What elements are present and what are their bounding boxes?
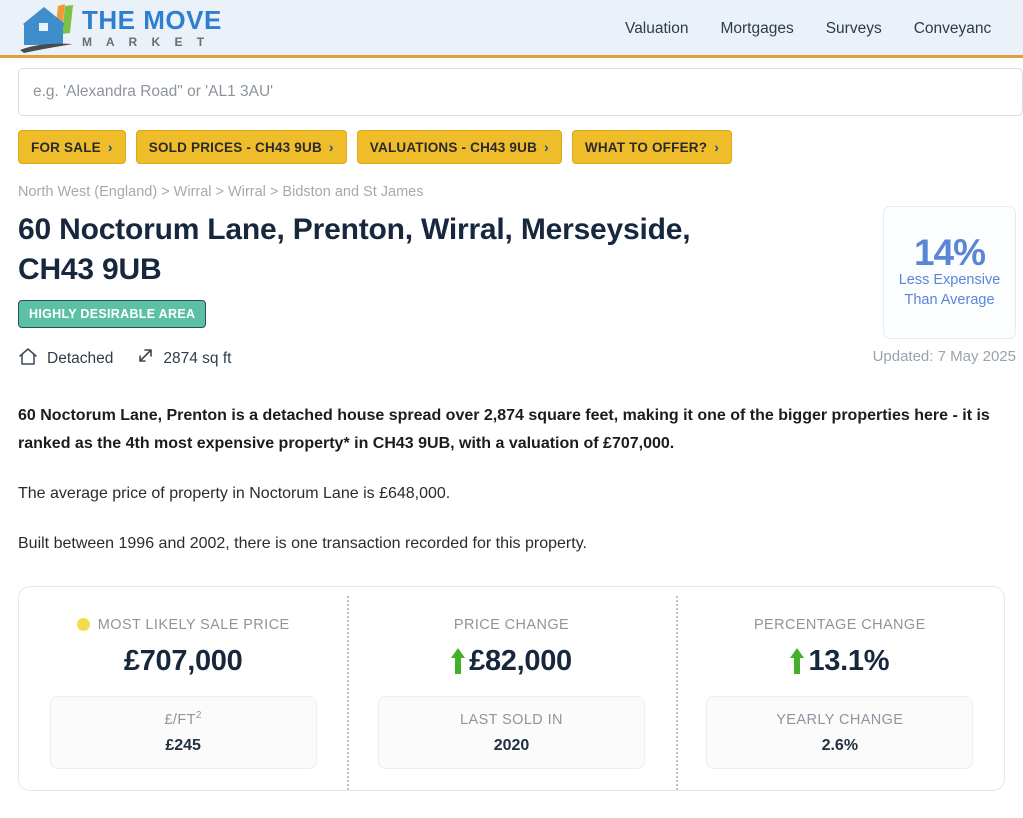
for-sale-label: FOR SALE	[31, 139, 101, 155]
stat-value: £707,000	[124, 645, 243, 678]
sub-card-label-text: YEARLY CHANGE	[776, 711, 904, 728]
sub-card-label: LAST SOLD IN	[460, 710, 563, 728]
arrow-up-icon	[451, 648, 466, 675]
stat-label: MOST LIKELY SALE PRICE	[97, 616, 290, 633]
for-sale-button[interactable]: FOR SALE ›	[18, 130, 126, 164]
home-icon	[18, 347, 38, 371]
site-header: THE MOVE M A R K E T Valuation Mortgages…	[0, 0, 1023, 58]
search-bar	[0, 58, 1023, 116]
property-stats-card: MOST LIKELY SALE PRICE £707,000 £/FT2 £2…	[18, 585, 1005, 791]
logo-title: THE MOVE	[82, 5, 222, 35]
stat-header: PRICE CHANGE	[454, 617, 569, 633]
nav-item-surveys[interactable]: Surveys	[825, 20, 882, 37]
property-type: Detached	[18, 347, 113, 371]
stat-value-text: £707,000	[123, 644, 243, 677]
stat-most-likely-sale-price: MOST LIKELY SALE PRICE £707,000 £/FT2 £2…	[19, 587, 347, 790]
stat-header: PERCENTAGE CHANGE	[754, 617, 926, 633]
sold-prices-button[interactable]: SOLD PRICES - CH43 9UB ›	[135, 130, 347, 164]
stat-percentage-change: PERCENTAGE CHANGE 13.1% YEARLY CHANGE 2.…	[675, 587, 1004, 790]
yellow-dot-icon	[76, 618, 90, 632]
page-title: 60 Noctorum Lane, Prenton, Wirral, Merse…	[18, 213, 691, 286]
sold-prices-label: SOLD PRICES - CH43 9UB	[148, 139, 322, 155]
site-logo[interactable]: THE MOVE M A R K E T	[18, 3, 222, 53]
stat-price-change: PRICE CHANGE £82,000 LAST SOLD IN 2020	[347, 587, 675, 790]
stat-value-text: £82,000	[469, 644, 572, 677]
nav-item-mortgages[interactable]: Mortgages	[720, 20, 794, 37]
property-size: 2874 sq ft	[135, 347, 231, 371]
sub-card-value: £245	[165, 736, 201, 754]
nav-item-valuation[interactable]: Valuation	[625, 20, 689, 37]
stat-value: 13.1%	[790, 645, 889, 678]
chevron-right-icon: ›	[328, 139, 334, 155]
arrow-up-icon	[790, 648, 805, 675]
main-nav: Valuation Mortgages Surveys Conveyanc	[625, 20, 991, 38]
what-to-offer-button[interactable]: WHAT TO OFFER? ›	[571, 130, 733, 164]
valuations-label: VALUATIONS - CH43 9UB	[369, 139, 538, 155]
stat-value-text: 13.1%	[808, 644, 890, 677]
sub-card-label: YEARLY CHANGE	[776, 710, 903, 728]
sub-card-label-text: LAST SOLD IN	[460, 711, 563, 728]
stat-label: PERCENTAGE CHANGE	[753, 616, 926, 633]
quick-action-buttons: FOR SALE › SOLD PRICES - CH43 9UB › VALU…	[0, 116, 1023, 164]
built-year-text: Built between 1996 and 2002, there is on…	[18, 534, 587, 552]
property-type-label: Detached	[47, 349, 114, 367]
resize-arrows-icon	[135, 347, 154, 371]
property-title-section: 60 Noctorum Lane, Prenton, Wirral, Merse…	[0, 206, 1023, 339]
house-logo-icon	[18, 3, 76, 53]
stat-sub-card: LAST SOLD IN 2020	[377, 695, 645, 769]
valuations-button[interactable]: VALUATIONS - CH43 9UB ›	[356, 130, 562, 164]
sub-card-label-text: £/FT	[164, 711, 196, 728]
sub-card-label-superscript: 2	[195, 709, 202, 721]
stat-sub-card: YEARLY CHANGE 2.6%	[706, 695, 974, 769]
price-comparison-card: 14% Less Expensive Than Average	[883, 206, 1016, 339]
chevron-right-icon: ›	[107, 139, 113, 155]
comparison-line-1: Less Expensive	[898, 272, 1001, 289]
logo-subtitle: M A R K E T	[82, 35, 210, 49]
breadcrumb[interactable]: North West (England) > Wirral > Wirral >…	[18, 184, 424, 200]
stat-header: MOST LIKELY SALE PRICE	[76, 616, 290, 633]
property-size-label: 2874 sq ft	[163, 349, 232, 367]
nav-item-conveyancing[interactable]: Conveyanc	[913, 20, 992, 37]
comparison-line-2: Than Average	[904, 292, 995, 308]
property-meta: Detached 2874 sq ft Updated: 7 May 2025	[18, 346, 1023, 372]
sub-card-label: £/FT2	[164, 710, 201, 728]
comparison-percent: 14%	[913, 232, 986, 274]
sub-card-value: 2020	[493, 736, 530, 754]
what-to-offer-label: WHAT TO OFFER?	[584, 139, 708, 155]
sub-card-value: 2.6%	[821, 736, 859, 754]
chevron-right-icon: ›	[714, 139, 720, 155]
property-summary-lead: 60 Noctorum Lane, Prenton is a detached …	[18, 406, 990, 452]
stat-sub-card: £/FT2 £245	[49, 695, 317, 769]
status-badge: HIGHLY DESIRABLE AREA	[18, 299, 207, 328]
stat-value: £82,000	[451, 645, 572, 678]
stat-label: PRICE CHANGE	[453, 616, 570, 633]
updated-date: Updated: 7 May 2025	[872, 347, 1016, 365]
chevron-right-icon: ›	[544, 139, 549, 155]
average-price-text: The average price of property in Noctoru…	[18, 484, 451, 502]
search-input[interactable]	[18, 68, 1023, 116]
